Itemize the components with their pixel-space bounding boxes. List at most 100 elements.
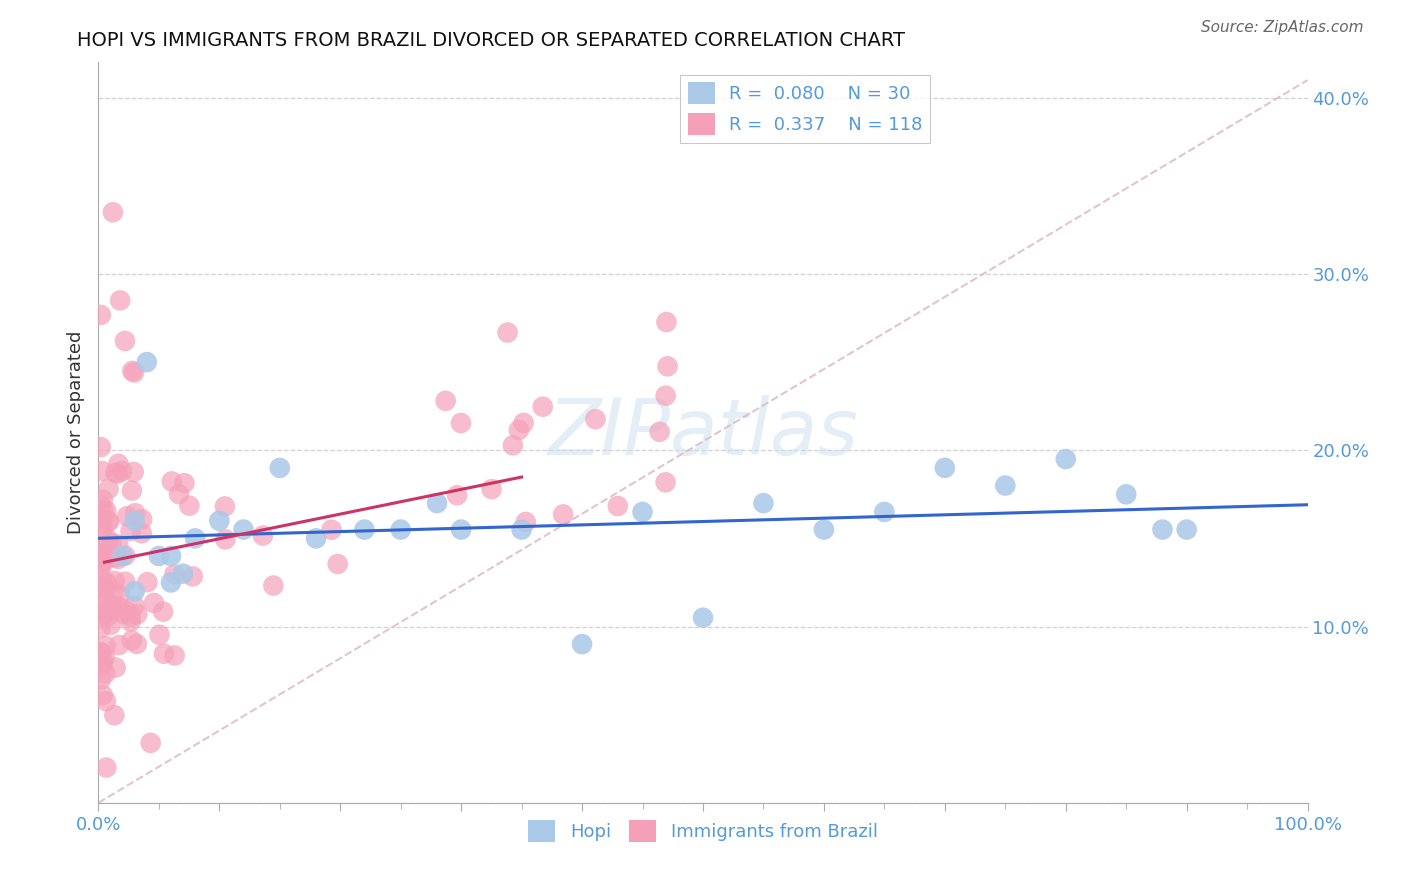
Point (91, 582, 114, 596)
Point (98, 515, 121, 529)
Point (90, 646, 112, 660)
Point (502, 438, 524, 452)
Point (172, 566, 194, 581)
Point (107, 599, 129, 614)
Point (90, 621, 112, 635)
Point (571, 637, 593, 651)
Point (269, 461, 291, 475)
Point (90, 516, 112, 531)
Point (160, 575, 183, 590)
Point (96, 576, 118, 591)
Point (107, 467, 129, 481)
Point (173, 476, 195, 491)
Point (107, 457, 129, 471)
Text: Source: ZipAtlas.com: Source: ZipAtlas.com (1201, 20, 1364, 35)
Point (91, 654, 114, 668)
Point (91, 555, 114, 569)
Point (97, 609, 120, 624)
Point (114, 549, 136, 563)
Point (103, 708, 125, 723)
Point (103, 589, 125, 603)
Point (305, 532, 328, 546)
Point (512, 416, 534, 430)
Point (450, 416, 472, 430)
Point (654, 389, 676, 403)
Point (121, 364, 143, 378)
Point (262, 578, 284, 592)
Point (91, 608, 114, 623)
Point (583, 412, 606, 426)
Point (139, 736, 162, 750)
Point (112, 607, 135, 621)
Point (232, 523, 254, 537)
Point (148, 628, 170, 642)
Point (108, 293, 131, 308)
Point (124, 506, 146, 520)
Point (252, 528, 274, 542)
Point (934, 461, 956, 475)
Point (97, 514, 120, 528)
Point (90, 558, 112, 573)
Point (97, 533, 120, 547)
Point (120, 609, 142, 624)
Point (96, 577, 118, 591)
Point (90, 540, 112, 554)
Point (496, 326, 519, 340)
Point (1175, 523, 1198, 537)
Point (104, 466, 127, 480)
Point (124, 584, 146, 599)
Point (120, 615, 142, 629)
Point (90, 648, 112, 662)
Point (90, 673, 112, 687)
Point (606, 499, 628, 513)
Point (94, 666, 117, 681)
Point (510, 523, 533, 537)
Point (142, 596, 165, 610)
Y-axis label: Divorced or Separated: Divorced or Separated (66, 331, 84, 534)
Point (122, 366, 145, 380)
Point (90, 464, 112, 478)
Point (1152, 523, 1174, 537)
Point (120, 524, 142, 538)
Point (100, 599, 122, 613)
Point (96, 504, 118, 518)
Point (90, 440, 112, 454)
Point (124, 514, 146, 528)
Point (160, 549, 183, 563)
Point (111, 464, 134, 478)
Point (163, 648, 186, 663)
Point (631, 505, 654, 519)
Point (657, 359, 679, 374)
Point (515, 515, 537, 529)
Point (179, 499, 201, 513)
Point (101, 205, 124, 219)
Point (90, 645, 112, 659)
Point (127, 607, 149, 621)
Point (131, 512, 153, 526)
Point (96, 607, 118, 621)
Point (115, 509, 138, 524)
Point (90, 549, 112, 563)
Point (648, 425, 671, 439)
Point (1115, 487, 1137, 501)
Point (122, 465, 145, 479)
Point (873, 505, 896, 519)
Point (692, 610, 714, 624)
Point (654, 475, 676, 490)
Point (107, 552, 129, 566)
Point (97, 482, 120, 496)
Point (91, 522, 114, 536)
Point (100, 618, 122, 632)
Point (481, 482, 503, 496)
Point (326, 557, 349, 571)
Point (553, 508, 575, 522)
Point (152, 605, 174, 619)
Point (91, 657, 114, 672)
Point (90, 498, 112, 512)
Point (167, 487, 190, 501)
Point (91, 688, 114, 702)
Point (90, 308, 112, 322)
Point (184, 532, 207, 546)
Point (446, 488, 468, 502)
Point (214, 533, 236, 547)
